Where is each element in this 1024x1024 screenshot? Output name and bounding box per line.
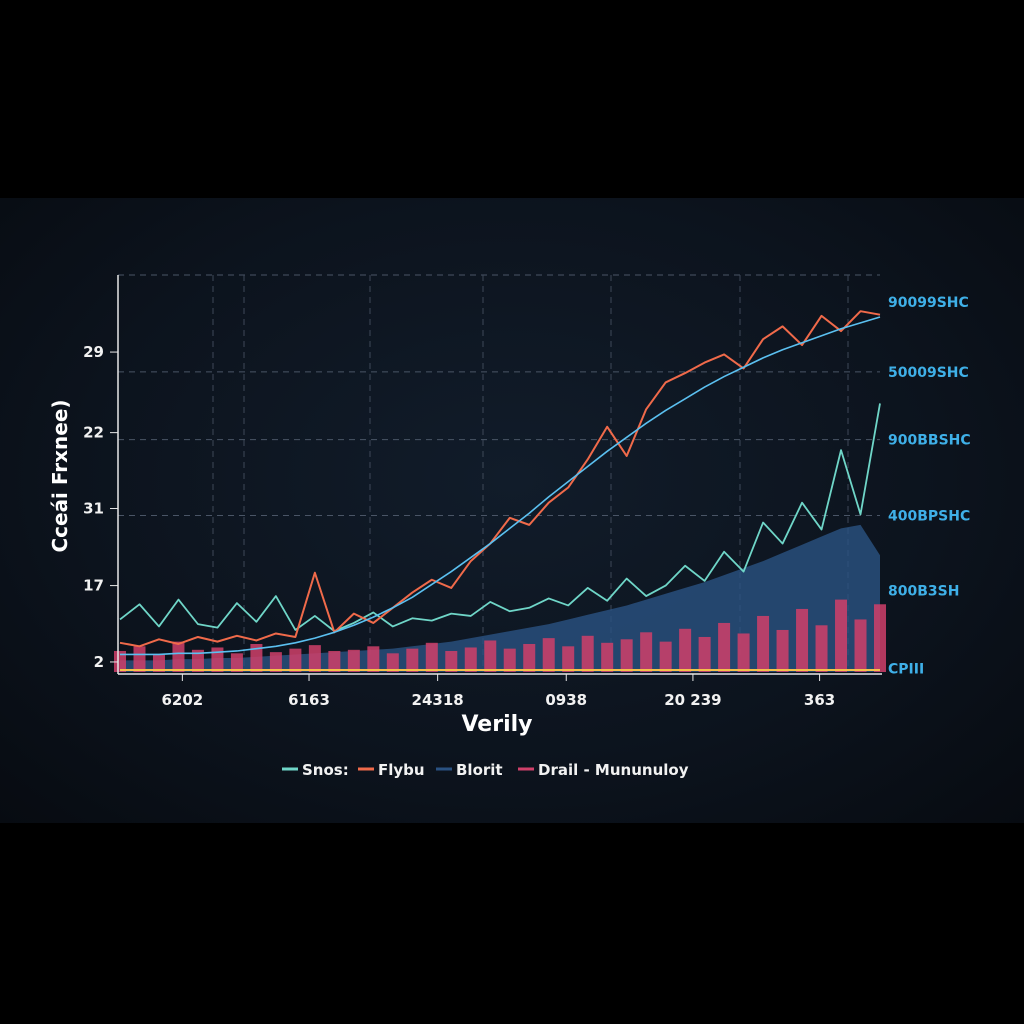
x-tick-label: 24318 — [412, 691, 464, 709]
bar-drail — [757, 615, 770, 672]
bar-drail — [464, 647, 477, 672]
bar-drail — [269, 652, 282, 672]
bar-drail — [406, 648, 419, 672]
y-axis-label: Cceái Frxnee) — [48, 399, 72, 552]
legend-item: Blorit — [456, 761, 503, 779]
bar-drail — [133, 646, 146, 672]
bar-drail — [503, 648, 516, 672]
legend-item: Drail - Mununuloy — [538, 761, 689, 779]
bar-drail — [737, 633, 750, 672]
bar-drail — [211, 647, 224, 672]
bar-drail — [835, 599, 848, 672]
bar-drail — [601, 642, 614, 672]
bar-drail — [172, 641, 185, 672]
y-right-tick-label: 50009SHC — [888, 365, 969, 381]
bar-drail — [484, 640, 497, 672]
x-tick-label: 6202 — [161, 691, 203, 709]
x-tick-label: 6163 — [288, 691, 330, 709]
y-tick-label: 22 — [83, 424, 104, 442]
y-right-tick-label: 400BPSHC — [888, 509, 970, 525]
bar-drail — [796, 608, 809, 672]
y-right-tick-label: 800B3SH — [888, 583, 959, 599]
plot-area — [114, 310, 886, 672]
x-axis-label: Verily — [461, 712, 532, 737]
x-tick-label: 20 239 — [664, 691, 721, 709]
bar-drail — [328, 650, 341, 672]
y-tick-label: 29 — [83, 343, 104, 361]
bar-drail — [308, 645, 321, 672]
bar-drail — [250, 643, 263, 672]
legend-item: Flybu — [378, 761, 425, 779]
bar-drail — [776, 629, 789, 672]
bar-drail — [620, 639, 633, 672]
bar-drail — [562, 646, 575, 672]
y-right-tick-label: CPIII — [888, 661, 924, 677]
bar-drail — [640, 632, 653, 672]
bar-drail — [152, 654, 165, 672]
bar-drail — [367, 646, 380, 672]
y-tick-label: 31 — [83, 500, 104, 518]
bar-drail — [523, 643, 536, 672]
bar-drail — [718, 622, 731, 672]
ticks: 29 22 31 17 2 90099SHC 50009SHC 900BBSHC 400BPSH… — [83, 295, 971, 709]
series-line-snos — [119, 403, 881, 633]
y-tick-label: 17 — [83, 577, 104, 595]
y-tick-label: 2 — [94, 653, 104, 671]
bar-drail — [445, 650, 458, 672]
bar-drail — [230, 653, 243, 672]
trend-line — [120, 316, 881, 656]
bar-drail — [114, 650, 126, 672]
bar-drail — [425, 642, 438, 672]
bar-drail — [347, 649, 360, 672]
y-right-tick-label: 90099SHC — [888, 295, 969, 311]
bar-drail — [698, 636, 711, 672]
y-right-tick-label: 900BBSHC — [888, 433, 971, 449]
bar-drail — [874, 604, 886, 672]
chart-panel — [0, 198, 1024, 823]
bar-drail — [542, 638, 555, 672]
bar-drail — [289, 648, 302, 672]
bar-drail — [191, 649, 204, 672]
bar-drail — [581, 635, 594, 672]
bar-drail — [386, 653, 399, 672]
legend: Snos: Flybu Blorit Drail - Mununuloy — [282, 761, 689, 779]
bar-drail — [679, 628, 692, 672]
x-tick-label: 363 — [804, 691, 835, 709]
legend-item: Snos: — [302, 761, 349, 779]
bar-drail — [854, 619, 867, 672]
bar-drail — [815, 625, 828, 672]
x-tick-label: 0938 — [545, 691, 587, 709]
bar-drail — [659, 641, 672, 672]
series-line-flybu — [119, 310, 881, 648]
